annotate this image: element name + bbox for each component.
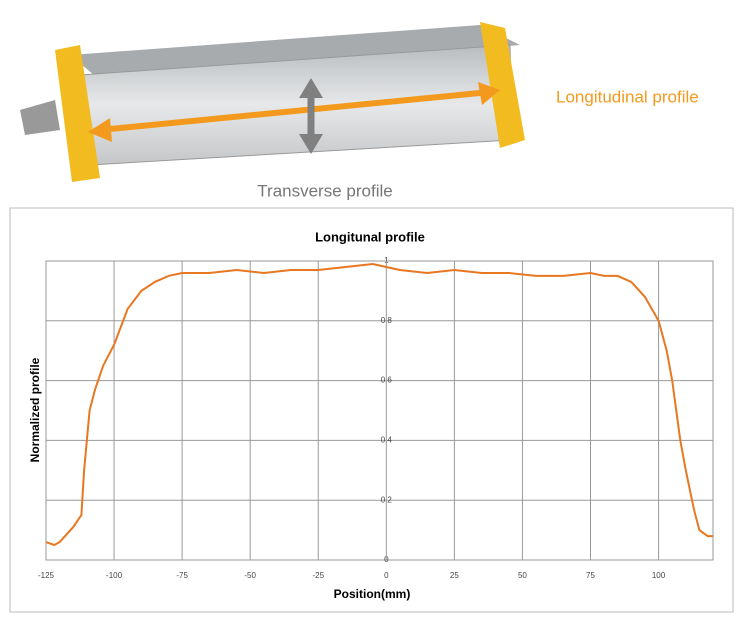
x-tick-label: -50 [244,571,256,580]
y-tick-label: 1 [384,256,389,265]
chart-title: Longitunal profile [315,229,425,244]
x-tick-label: 50 [518,571,527,580]
x-tick-label: 25 [450,571,459,580]
x-tick-label: 75 [586,571,595,580]
x-tick-label: -25 [312,571,324,580]
device-illustration [20,22,525,182]
chart-frame [9,207,734,613]
x-tick-label: 0 [384,571,389,580]
x-axis-label: Position(mm) [334,587,411,601]
annotation: Longitudinal profile [556,87,699,106]
data-line [45,262,713,547]
x-tick-label: -100 [106,571,123,580]
x-tick-label: -75 [176,571,188,580]
x-tick-label: 100 [652,571,666,580]
x-tick-label: -125 [38,571,55,580]
annotation: Transverse profile [257,181,392,200]
y-axis-label: Normalized profile [28,357,42,462]
